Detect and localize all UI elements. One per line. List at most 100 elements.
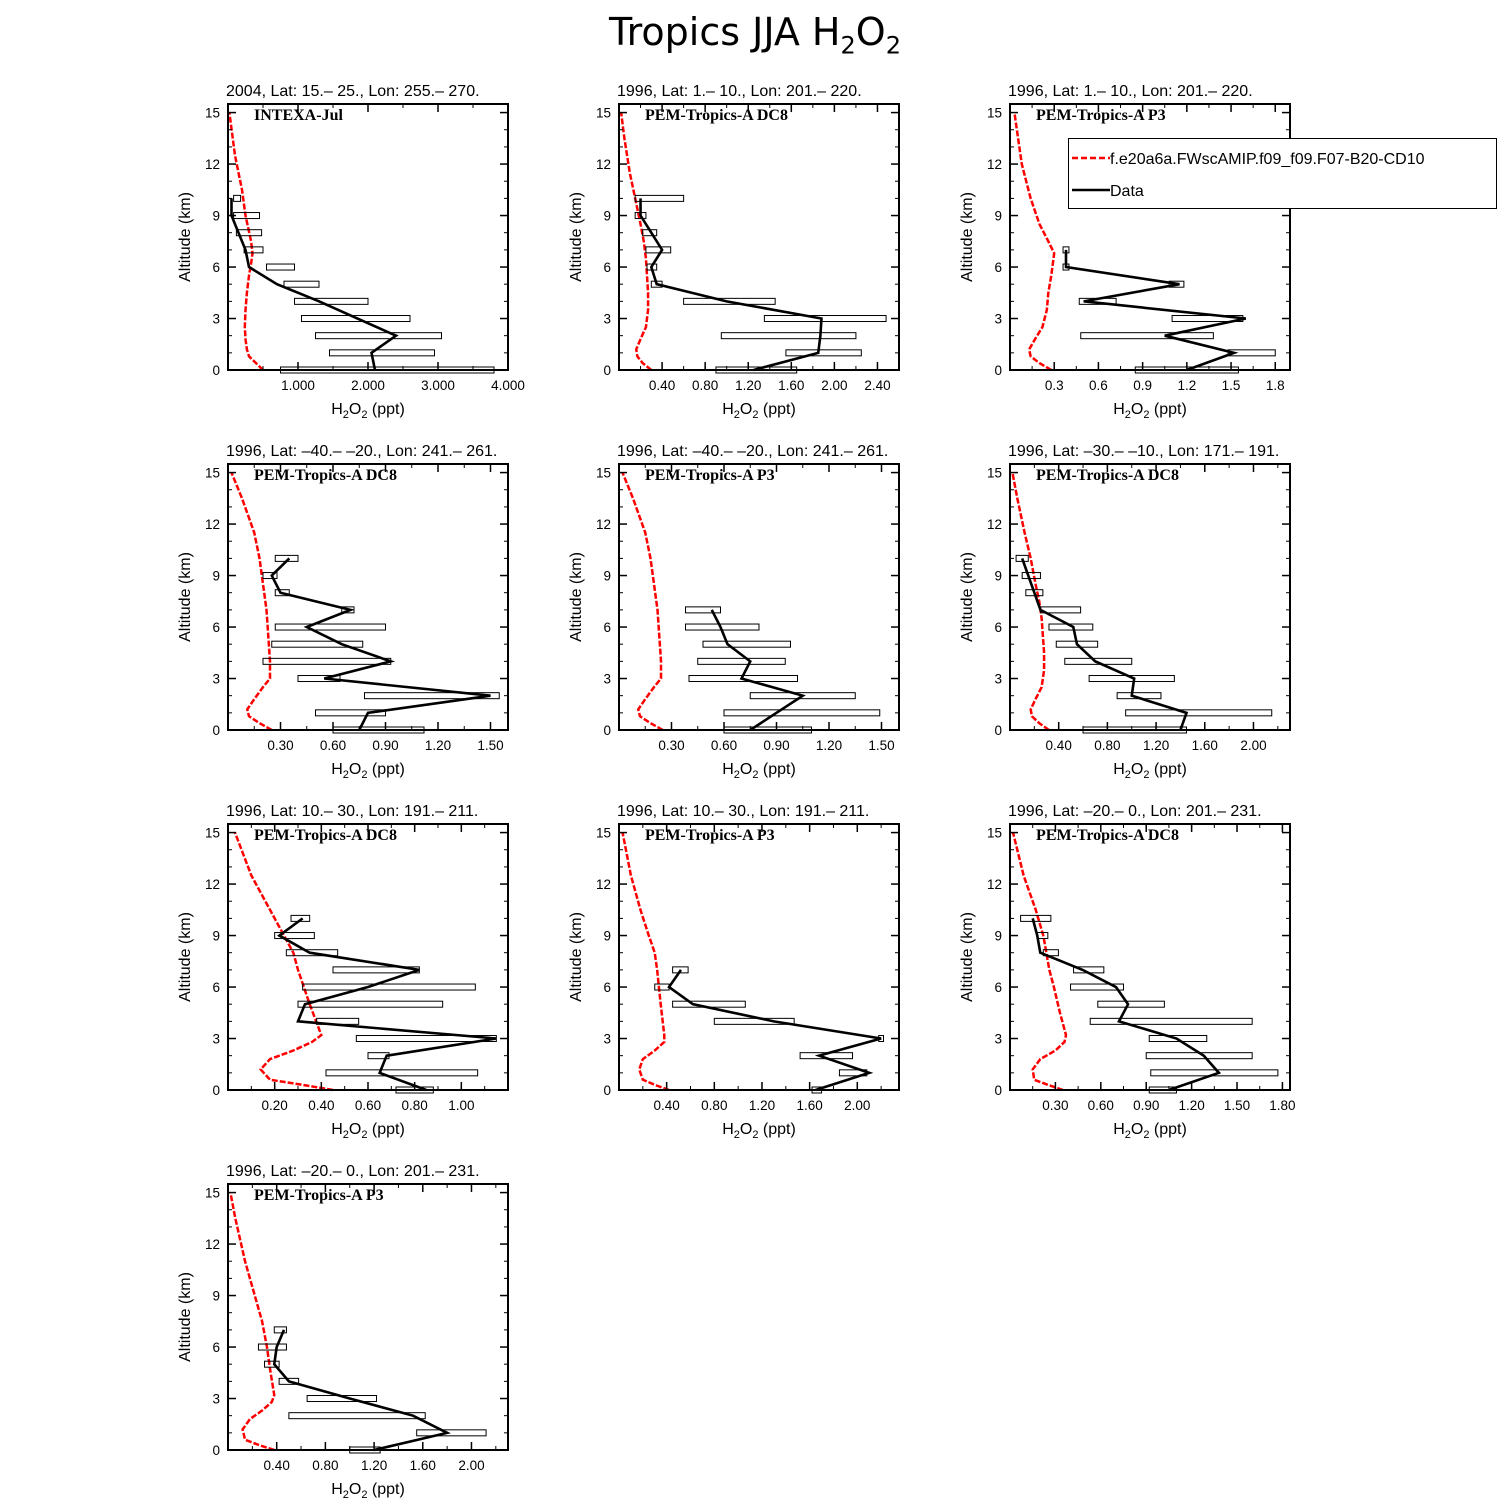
x-axis-label-sub1: 2 [734, 409, 740, 421]
x-tick-label: 0.80 [701, 1098, 727, 1113]
plot-area: 1996, Lat: –20.– 0., Lon: 201.– 231. PEM-… [959, 803, 1296, 1141]
chart-panel-3: 1996, Lat: 1.– 10., Lon: 201.– 220. PEM-T… [959, 83, 1291, 421]
x-axis-label-unit: (ppt) [1149, 761, 1186, 778]
x-tick-label: 2.00 [1240, 738, 1266, 753]
obs-range-bar [264, 1360, 280, 1368]
x-axis-label-sub1: 2 [734, 769, 740, 781]
legend-model-label: f.e20a6a.FWscAMIP.f09_f09.F07-B20-CD10 [1110, 151, 1425, 168]
data-line [270, 557, 491, 731]
x-tick-label: 2.40 [864, 378, 890, 393]
x-tick-label: 1.60 [778, 378, 804, 393]
y-tick-label: 9 [603, 929, 611, 944]
y-tick-label: 15 [205, 106, 220, 121]
obs-range-bar [297, 1000, 444, 1008]
x-axis-label: H2O2 (ppt) [1113, 1121, 1187, 1141]
y-tick-label: 0 [603, 723, 611, 738]
x-tick-label: 2.00 [844, 1098, 870, 1113]
y-axis-label: Altitude (km) [568, 912, 585, 1002]
y-tick-label: 6 [212, 260, 220, 275]
y-tick-label: 15 [205, 466, 220, 481]
panel-title: 1996, Lat: 1.– 10., Lon: 201.– 220. [1008, 83, 1253, 100]
y-tick-label: 9 [603, 209, 611, 224]
y-tick-label: 12 [205, 517, 220, 532]
chart-panel-2: 1996, Lat: 1.– 10., Lon: 201.– 220. PEM-T… [568, 83, 900, 421]
x-axis-label-sub1: 2 [1125, 1129, 1131, 1141]
plot-area: 1996, Lat: 10.– 30., Lon: 191.– 211. PEM-… [568, 803, 900, 1141]
model-line [229, 1192, 276, 1452]
data-line [710, 609, 806, 732]
x-tick-label: 0.20 [262, 1098, 288, 1113]
y-tick-label: 9 [212, 1289, 220, 1304]
chart-panel-9: 1996, Lat: –20.– 0., Lon: 201.– 231. PEM-… [959, 803, 1296, 1141]
y-axis-label: Altitude (km) [568, 192, 585, 282]
y-tick-label: 9 [603, 569, 611, 584]
x-tick-label: 0.90 [1133, 1098, 1159, 1113]
x-axis-label-o: O [349, 401, 361, 418]
y-tick-label: 0 [994, 723, 1002, 738]
y-tick-label: 15 [987, 466, 1002, 481]
panel-title: 1996, Lat: –30.– –10., Lon: 171.– 191. [1008, 443, 1279, 460]
y-axis-label: Altitude (km) [177, 552, 194, 642]
campaign-label: PEM-Tropics-A P3 [645, 827, 775, 844]
chart-panel-4: 1996, Lat: –40.– –20., Lon: 241.– 261. PE… [177, 443, 509, 781]
x-tick-label: 0.60 [1088, 1098, 1114, 1113]
panel-title: 1996, Lat: –40.– –20., Lon: 241.– 261. [226, 443, 497, 460]
x-axis-label-unit: (ppt) [367, 401, 404, 418]
x-axis-label-o: O [740, 401, 752, 418]
data-line [230, 198, 399, 371]
obs-range-bar [1168, 280, 1185, 288]
y-tick-label: 0 [212, 723, 220, 738]
obs-range-bar [235, 229, 263, 237]
x-tick-label: 2.000 [351, 378, 385, 393]
model-line [233, 832, 334, 1092]
x-tick-label: 0.6 [1089, 378, 1108, 393]
y-tick-label: 0 [212, 363, 220, 378]
plot-frame [227, 823, 509, 1091]
x-axis-label-sub2: 2 [1143, 409, 1149, 421]
obs-range-bar [257, 1343, 287, 1351]
x-axis-label-h: H [722, 1121, 734, 1138]
panel-title: 1996, Lat: 10.– 30., Lon: 191.– 211. [617, 803, 869, 820]
x-axis-label-h: H [1113, 761, 1125, 778]
x-axis-label-unit: (ppt) [758, 761, 795, 778]
obs-range-bar [720, 332, 857, 340]
x-axis-label: H2O2 (ppt) [331, 761, 405, 781]
chart-panel-6: 1996, Lat: –30.– –10., Lon: 171.– 191. PE… [959, 443, 1291, 781]
x-axis-label-h: H [331, 1481, 343, 1498]
x-tick-label: 1.50 [477, 738, 503, 753]
x-axis-label-h: H [331, 761, 343, 778]
x-tick-label: 0.40 [264, 1458, 290, 1473]
obs-range-bar [683, 297, 776, 305]
x-axis-label-unit: (ppt) [367, 1121, 404, 1138]
main-title-sub1: 2 [840, 31, 856, 60]
y-tick-label: 3 [603, 1032, 611, 1047]
obs-range-bar [302, 983, 476, 991]
y-tick-label: 12 [205, 877, 220, 892]
obs-range-bar [645, 246, 672, 254]
obs-range-bar [1064, 657, 1133, 665]
data-line [1031, 918, 1222, 1092]
panel-title: 1996, Lat: 10.– 30., Lon: 191.– 211. [226, 803, 478, 820]
campaign-label: PEM-Tropics-A DC8 [1036, 467, 1179, 484]
y-tick-label: 9 [994, 209, 1002, 224]
y-axis-label: Altitude (km) [568, 552, 585, 642]
plot-area: 1996, Lat: –20.– 0., Lon: 201.– 231. PEM-… [177, 1163, 509, 1501]
x-axis-label-h: H [1113, 401, 1125, 418]
y-tick-label: 0 [994, 363, 1002, 378]
y-tick-label: 3 [212, 672, 220, 687]
y-axis-label: Altitude (km) [959, 552, 976, 642]
x-axis-label-o: O [1131, 761, 1143, 778]
y-axis-label: Altitude (km) [177, 192, 194, 282]
y-tick-label: 12 [987, 517, 1002, 532]
y-tick-label: 6 [994, 260, 1002, 275]
y-axis-label: Altitude (km) [177, 912, 194, 1002]
data-line [1020, 557, 1189, 731]
x-tick-label: 1.20 [361, 1458, 387, 1473]
obs-range-bar [1097, 1000, 1165, 1008]
y-tick-label: 12 [596, 157, 611, 172]
obs-range-bar [297, 675, 341, 683]
plot-area: 1996, Lat: 1.– 10., Lon: 201.– 220. PEM-T… [568, 83, 900, 421]
obs-range-bar [329, 349, 435, 357]
x-axis-label-sub1: 2 [343, 1129, 349, 1141]
y-tick-label: 0 [603, 363, 611, 378]
